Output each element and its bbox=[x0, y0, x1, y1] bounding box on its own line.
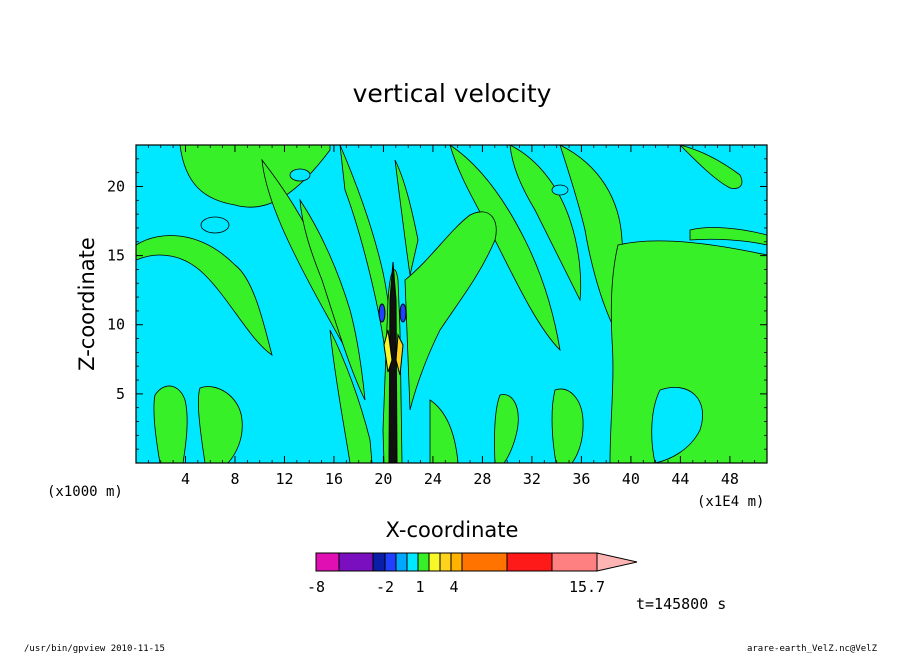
colorbar-segment bbox=[384, 552, 397, 572]
colorbar-segment bbox=[506, 552, 553, 572]
time-label: t=145800 s bbox=[636, 595, 726, 613]
colorbar-label: 4 bbox=[449, 578, 458, 596]
x-unit-note: (x1E4 m) bbox=[697, 494, 764, 510]
core-blue-right bbox=[399, 303, 407, 323]
colorbar-segment bbox=[372, 552, 386, 572]
downdraft-pockets bbox=[200, 168, 569, 234]
plot-frame bbox=[135, 144, 768, 464]
colorbar-segment bbox=[450, 552, 463, 572]
x-axis: 4 8 12 16 20 24 28 32 36 40 44 48 bbox=[147, 145, 756, 488]
convective-core bbox=[378, 261, 407, 463]
core-yellow bbox=[383, 329, 393, 373]
colorbar-arrow bbox=[596, 552, 638, 572]
updraft-region-top-left bbox=[179, 145, 331, 208]
colorbar-labels: -8 -2 1 4 15.7 bbox=[307, 578, 605, 596]
colorbar-label: -2 bbox=[376, 578, 394, 596]
updraft-region-right-foot-2 bbox=[551, 388, 584, 463]
x-tick-label: 4 bbox=[181, 470, 190, 488]
x-tick-label: 8 bbox=[230, 470, 239, 488]
downdraft-pocket-left bbox=[200, 216, 230, 234]
chart-title: vertical velocity bbox=[353, 79, 552, 108]
colorbar-segment bbox=[315, 552, 340, 572]
colorbar-segment bbox=[439, 552, 452, 572]
x-tick-label: 40 bbox=[622, 470, 640, 488]
y-tick-label: 10 bbox=[107, 316, 125, 334]
updraft-region-right-arm bbox=[404, 211, 497, 411]
footer-left: /usr/bin/gpview 2010-11-15 bbox=[24, 644, 165, 654]
core-gold bbox=[395, 333, 404, 376]
x-tick-label: 32 bbox=[523, 470, 541, 488]
plot-area bbox=[136, 145, 767, 463]
x-tick-label: 28 bbox=[473, 470, 491, 488]
colorbar-segment bbox=[395, 552, 408, 572]
colorbar-segment bbox=[461, 552, 508, 572]
updraft-region-right-top-edge bbox=[689, 227, 767, 246]
x-tick-label: 36 bbox=[572, 470, 590, 488]
downdraft-pocket-top bbox=[289, 168, 311, 182]
colorbar-segment bbox=[417, 552, 430, 572]
updraft-region-right-foot-3 bbox=[494, 394, 519, 463]
updraft-regions bbox=[136, 145, 767, 463]
colorbar-label: -8 bbox=[307, 578, 325, 596]
core-blue-left bbox=[378, 303, 386, 323]
updraft-region-left-lower bbox=[329, 329, 373, 463]
y-tick-label: 20 bbox=[107, 177, 125, 195]
updraft-region-left-base bbox=[153, 385, 188, 463]
x-tick-label: 44 bbox=[671, 470, 689, 488]
x-tick-label: 12 bbox=[275, 470, 293, 488]
y-axis-label: Z-coordinate bbox=[75, 237, 99, 371]
updraft-region-left-foot bbox=[198, 386, 243, 463]
y-axis: 5 10 15 20 bbox=[107, 158, 767, 450]
updraft-region-center-top bbox=[394, 159, 419, 276]
x-axis-label: X-coordinate bbox=[386, 518, 519, 542]
x-tick-label: 16 bbox=[325, 470, 343, 488]
y-tick-label: 5 bbox=[116, 385, 125, 403]
x-scale-note: (x1000 m) bbox=[47, 484, 123, 500]
downdraft-pocket-top-right bbox=[551, 184, 569, 196]
updraft-region-right-top-blob bbox=[679, 145, 743, 189]
updraft-region-right-block bbox=[609, 240, 767, 463]
colorbar-label: 15.7 bbox=[569, 578, 605, 596]
downdraft-pocket-right bbox=[651, 387, 703, 463]
colorbar bbox=[315, 552, 638, 572]
x-tick-label: 48 bbox=[721, 470, 739, 488]
footer-right: arare-earth_VelZ.nc@VelZ bbox=[747, 644, 878, 654]
updraft-region-left-arm bbox=[136, 235, 273, 356]
colorbar-segment bbox=[406, 552, 419, 572]
x-tick-label: 24 bbox=[424, 470, 442, 488]
colorbar-label: 1 bbox=[415, 578, 424, 596]
updraft-region-left-streak-2 bbox=[299, 198, 366, 401]
colorbar-segment bbox=[338, 552, 374, 572]
colorbar-segment bbox=[551, 552, 598, 572]
colorbar-segment bbox=[428, 552, 441, 572]
core-black bbox=[388, 261, 398, 463]
y-tick-label: 15 bbox=[107, 247, 125, 265]
x-tick-label: 20 bbox=[374, 470, 392, 488]
